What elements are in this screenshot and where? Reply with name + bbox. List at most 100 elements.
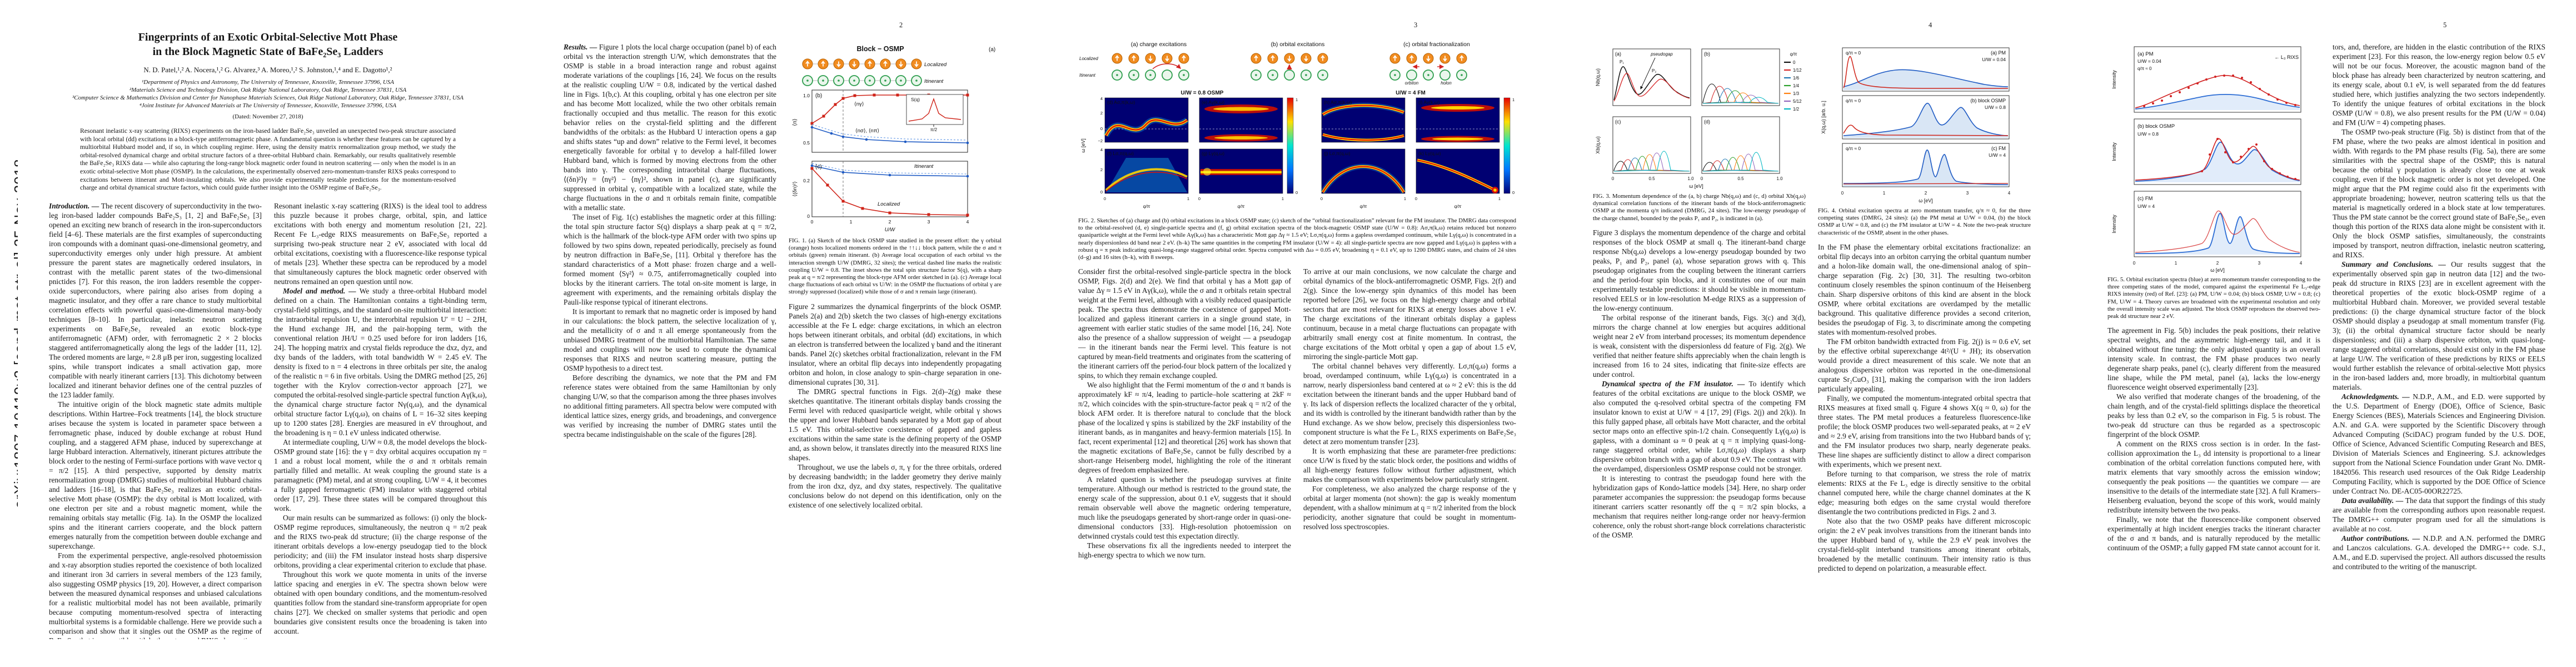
fig2-orbiton-label: orbiton: [1405, 81, 1419, 86]
affiliation: ⁴Joint Institute for Advanced Materials …: [139, 102, 397, 109]
localized-orbital-row: [802, 58, 922, 69]
body-paragraph: Figure 3 displays the momentum dependenc…: [1593, 228, 1806, 312]
figure-2: (a) charge excitations (b) orbital excit…: [1078, 40, 1516, 215]
svg-text:(f) Lσ,π(q,ω): (f) Lσ,π(q,ω): [1107, 151, 1134, 156]
svg-text:(h) Aσ,π(k,ω): (h) Aσ,π(k,ω): [1324, 99, 1352, 105]
svg-text:1: 1: [1498, 196, 1501, 201]
figure-3-caption: FIG. 3. Momentum dependence of the (a, b…: [1593, 193, 1806, 222]
figure-3: (a) pseudogap P₁ P₂ (b) (c): [1593, 43, 1806, 190]
figure-2-graphic: (a) charge excitations (b) orbital excit…: [1079, 41, 1514, 209]
fig1-legend-sp: ⟨nσ⟩, ⟨nπ⟩: [855, 128, 879, 134]
fig3-pseudogap-label: pseudogap: [1650, 52, 1673, 57]
svg-text:4: 4: [2008, 191, 2011, 196]
fig2-colorbar-1: [1287, 97, 1294, 194]
affiliation: ²Materials Science and Technology Divisi…: [129, 87, 407, 93]
svg-text:(c): (c): [815, 164, 822, 170]
fig2-itinerant-label: Itinerant: [1079, 73, 1096, 78]
svg-text:(k) Lγ(q,ω): (k) Lγ(q,ω): [1418, 151, 1441, 156]
svg-text:0: 0: [2133, 261, 2136, 266]
svg-text:0: 0: [1296, 190, 1298, 195]
svg-text:1/12: 1/12: [1793, 68, 1802, 73]
svg-text:(j) Lσ,π(q,ω): (j) Lσ,π(q,ω): [1324, 151, 1351, 156]
body-paragraph: The orbital response of the itinerant ba…: [1593, 313, 1806, 379]
fig2-sketch-a: [1112, 53, 1189, 81]
svg-text:U/W = 0.8: U/W = 0.8: [1985, 104, 2006, 110]
fig2-sketch-b-title: (b) orbital excitations: [1271, 41, 1325, 48]
body-paragraph: Consider first the orbital-resolved sing…: [1078, 267, 1291, 380]
page-number: 3: [1414, 21, 1418, 29]
body-paragraph: Before describing the dynamics, we note …: [564, 374, 776, 439]
figure-1-caption: FIG. 1. (a) Sketch of the block OSMP sta…: [789, 237, 1001, 296]
figure-1: Block − OSMP (a) Localized Itinerant: [789, 43, 1001, 235]
svg-text:0: 0: [807, 213, 810, 219]
svg-text:(d) Aσ,π(k,ω): (d) Aσ,π(k,ω): [1107, 99, 1135, 105]
svg-text:1/3: 1/3: [1793, 91, 1800, 96]
svg-text:0: 0: [1841, 191, 1844, 196]
svg-text:1: 1: [2175, 261, 2178, 266]
page-4: 4 (a) pseudogap P₁ P₂ (b): [1562, 8, 2062, 661]
body-paragraph: Data availability. — The data that suppo…: [2333, 496, 2545, 533]
svg-text:(c) FM: (c) FM: [1991, 146, 2006, 151]
fig3-ylabel-bottom: Xb(q,ω): [1595, 136, 1601, 154]
author-list: N. D. Patel,¹,² A. Nocera,¹,² G. Alvarez…: [143, 66, 392, 74]
fig4-ylabel: X(q,ω) [arb. u.]: [1821, 101, 1826, 134]
paper-title: Fingerprints of an Exotic Orbital-Select…: [138, 31, 398, 43]
body-paragraph: The orbital channel behaves very differe…: [1303, 362, 1516, 446]
fig2-group1-header: U/W = 0.8 OSMP: [1181, 90, 1224, 96]
fig2-holon-label: holon: [1441, 81, 1452, 86]
body-paragraph: Acknowledgments. — N.D.P., A.M., and E.D…: [2333, 392, 2545, 495]
fig2-panel-h: (h) Aσ,π(k,ω): [1321, 97, 1406, 143]
fig5-rixs-legend: ← L₃ RIXS: [2274, 54, 2299, 60]
svg-text:1: 1: [850, 219, 853, 225]
fig1-inset-label: S(q): [911, 97, 920, 102]
column: q/π ≈ 0 (a) PM U/W = 0.04 q/π ≈ 0 (b) bl…: [1818, 42, 2031, 658]
body-paragraph: We also verified that moderate changes o…: [2107, 392, 2320, 439]
svg-text:0: 0: [1100, 190, 1103, 195]
fig1-tag-a: (a): [989, 47, 995, 53]
svg-text:1: 1: [1512, 97, 1514, 102]
body-paragraph: Summary and Conclusions. — Our results s…: [2333, 260, 2545, 391]
svg-text:4: 4: [1100, 96, 1103, 101]
fig1-localized-curve-label: Localized: [878, 201, 900, 207]
body-paragraph: Throughout this work we quote momenta in…: [274, 570, 487, 635]
svg-text:4: 4: [2300, 261, 2303, 266]
svg-text:U/W = 0.04: U/W = 0.04: [1982, 57, 2006, 62]
svg-text:(i) Aγ(k,ω): (i) Aγ(k,ω): [1418, 99, 1439, 105]
svg-text:U/W = 0.8: U/W = 0.8: [2137, 131, 2159, 137]
fig2-group2-header: U/W = 4 FM: [1396, 90, 1426, 96]
body-paragraph: From the experimental perspective, angle…: [49, 551, 262, 639]
svg-text:2: 2: [1100, 111, 1103, 116]
fig5-ylabel: Intensity: [2111, 142, 2117, 161]
svg-text:0.5: 0.5: [1737, 176, 1744, 181]
body-paragraph: The intuitive origin of the block magnet…: [49, 400, 262, 550]
affiliation: ³Computer Science & Mathematics Division…: [72, 94, 464, 101]
fig3-xlabel: ω [eV]: [1689, 183, 1703, 189]
svg-text:(a) PM: (a) PM: [1991, 50, 2006, 56]
svg-text:(c) FM: (c) FM: [2137, 196, 2153, 202]
svg-text:1: 1: [1282, 196, 1284, 201]
svg-text:0.5: 0.5: [1648, 176, 1655, 181]
figure-1-graphic: Block − OSMP (a) Localized Itinerant: [792, 45, 995, 233]
fig2-panel-k: (k) Lγ(q,ω): [1416, 148, 1500, 194]
fig5-xlabel: ω [eV]: [2210, 267, 2225, 273]
svg-text:q/π ≈ 0: q/π ≈ 0: [1846, 50, 1861, 56]
body-paragraph: The inset of Fig. 1(c) establishes the m…: [564, 213, 776, 306]
affiliation: ¹Department of Physics and Astronomy, Th…: [141, 79, 395, 86]
body-paragraph: Finally, we note that the fluorescence-l…: [2107, 515, 2320, 552]
svg-text:(g) Lγ(q,ω): (g) Lγ(q,ω): [1202, 151, 1224, 156]
body-paragraph: It is worth emphasizing that these are p…: [1303, 447, 1516, 484]
body-paragraph: tors, and, therefore, are hidden in the …: [2333, 43, 2545, 127]
figure-5-graphic: ← L₃ RIXS (a) PM U/W = 0.04 q/π ≈ 0 (b) …: [2111, 46, 2303, 273]
svg-text:(b) block OSMP: (b) block OSMP: [1970, 98, 2006, 103]
page-2: 2 Results. — Figure 1 plots the local ch…: [532, 8, 1033, 661]
page-3: 3 (a) charge excitations (b) orbital exc…: [1047, 8, 1547, 661]
column: Consider first the orbital-resolved sing…: [1078, 267, 1291, 610]
svg-text:0.5: 0.5: [803, 140, 810, 146]
body-paragraph: Dynamical spectra of the FM insulator. —…: [1593, 379, 1806, 473]
body-paragraph: These observations fix all the ingredien…: [1078, 541, 1291, 560]
page-number: 5: [2443, 21, 2447, 29]
svg-text:(c): (c): [1615, 119, 1621, 125]
fig2-sketch-a-title: (a) charge excitations: [1131, 41, 1187, 48]
fig2-panel-g: (g) Lγ(q,ω): [1199, 148, 1283, 194]
fig2-localized-label: Localized: [1079, 56, 1098, 61]
